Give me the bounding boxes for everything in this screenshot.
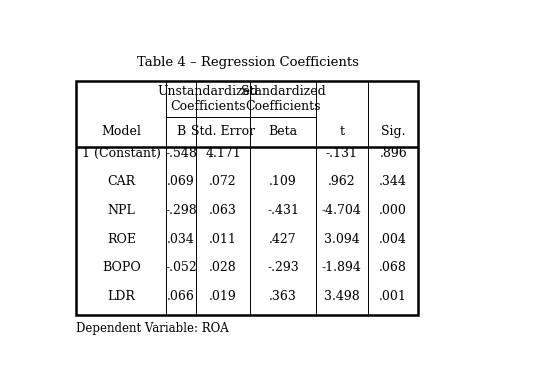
Text: t: t — [339, 125, 344, 138]
Text: .896: .896 — [379, 147, 407, 160]
Text: .069: .069 — [167, 176, 195, 188]
Text: .066: .066 — [167, 290, 195, 303]
Text: .068: .068 — [379, 261, 407, 274]
Text: B: B — [177, 125, 186, 138]
Text: 3.498: 3.498 — [324, 290, 360, 303]
Text: .004: .004 — [379, 233, 407, 246]
Text: .011: .011 — [209, 233, 237, 246]
Text: .962: .962 — [328, 176, 356, 188]
Text: .109: .109 — [269, 176, 297, 188]
Text: 4.171: 4.171 — [205, 147, 241, 160]
Text: Model: Model — [101, 125, 141, 138]
Text: -.548: -.548 — [165, 147, 197, 160]
Text: ROE: ROE — [107, 233, 136, 246]
Text: .363: .363 — [269, 290, 297, 303]
Text: LDR: LDR — [107, 290, 136, 303]
Text: .072: .072 — [209, 176, 237, 188]
Text: .344: .344 — [379, 176, 407, 188]
Text: 1 (Constant): 1 (Constant) — [82, 147, 161, 160]
Text: -4.704: -4.704 — [322, 204, 362, 217]
Text: Unstandardized
Coefficients: Unstandardized Coefficients — [158, 85, 259, 113]
Text: -.131: -.131 — [326, 147, 358, 160]
Text: CAR: CAR — [107, 176, 136, 188]
Text: Beta: Beta — [268, 125, 298, 138]
Text: .000: .000 — [379, 204, 407, 217]
Text: -.052: -.052 — [165, 261, 197, 274]
Text: .028: .028 — [209, 261, 237, 274]
Text: NPL: NPL — [107, 204, 135, 217]
Text: .063: .063 — [209, 204, 237, 217]
Text: .427: .427 — [269, 233, 297, 246]
Text: Dependent Variable: ROA: Dependent Variable: ROA — [76, 322, 229, 335]
Text: -1.894: -1.894 — [322, 261, 362, 274]
Text: Std. Error: Std. Error — [191, 125, 255, 138]
Text: Sig.: Sig. — [381, 125, 405, 138]
Text: -.298: -.298 — [165, 204, 197, 217]
Text: -.293: -.293 — [267, 261, 299, 274]
Text: .034: .034 — [167, 233, 195, 246]
Text: .019: .019 — [209, 290, 237, 303]
Text: BOPO: BOPO — [102, 261, 141, 274]
Text: Standardized
Coefficients: Standardized Coefficients — [241, 85, 325, 113]
Text: Table 4 – Regression Coefficients: Table 4 – Regression Coefficients — [138, 56, 359, 69]
Text: .001: .001 — [379, 290, 407, 303]
Text: 3.094: 3.094 — [324, 233, 360, 246]
Text: -.431: -.431 — [267, 204, 299, 217]
